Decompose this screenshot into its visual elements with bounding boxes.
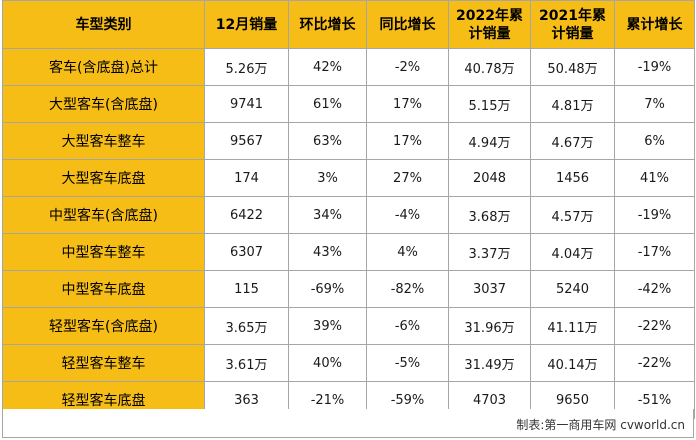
- table-row: 大型客车底盘 174 3% 27% 2048 1456 41%: [2, 159, 695, 197]
- vehicle-category-cell: 轻型客车整车: [2, 344, 205, 382]
- value-cell: 40.78万: [448, 48, 531, 86]
- value-cell: 3037: [448, 270, 531, 308]
- column-header: 12月销量: [204, 0, 289, 49]
- vehicle-category-cell: 大型客车底盘: [2, 159, 205, 197]
- column-header: 车型类别: [2, 0, 205, 49]
- value-cell: 7%: [614, 85, 695, 123]
- vehicle-category-cell: 大型客车整车: [2, 122, 205, 160]
- column-header: 2021年累 计销量: [530, 0, 615, 49]
- value-cell: 31.49万: [448, 344, 531, 382]
- value-cell: 3.61万: [204, 344, 289, 382]
- column-header-line: 同比增长: [379, 16, 436, 33]
- column-header-line: 环比增长: [299, 16, 356, 33]
- value-cell: 9567: [204, 122, 289, 160]
- value-cell: -42%: [614, 270, 695, 308]
- sales-table: 车型类别 12月销量 环比增长 同比增长 2022年累 计销量 2021年累 计销量 累计增长 …: [2, 0, 695, 419]
- table-row: 轻型客车整车 3.61万 40% -5% 31.49万 40.14万 -22%: [2, 344, 695, 382]
- value-cell: -22%: [614, 344, 695, 382]
- value-cell: 3.65万: [204, 307, 289, 345]
- value-cell: 4.94万: [448, 122, 531, 160]
- value-cell: 27%: [366, 159, 449, 197]
- column-header: 2022年累 计销量: [448, 0, 531, 49]
- vehicle-category-cell: 大型客车(含底盘): [2, 85, 205, 123]
- footer-row: 制表:第一商用车网 cvworld.cn: [2, 409, 694, 438]
- table-body: 客车(含底盘)总计 5.26万 42% -2% 40.78万 50.48万 -19% 大型客车…: [2, 48, 695, 419]
- value-cell: 50.48万: [530, 48, 615, 86]
- column-header-line: 2022年累: [456, 7, 523, 24]
- value-cell: -19%: [614, 196, 695, 234]
- value-cell: 63%: [288, 122, 367, 160]
- value-cell: 6%: [614, 122, 695, 160]
- source-credit: 制表:第一商用车网 cvworld.cn: [516, 418, 685, 432]
- value-cell: -2%: [366, 48, 449, 86]
- column-header-line: 车型类别: [75, 16, 132, 33]
- value-cell: 5.15万: [448, 85, 531, 123]
- value-cell: 3.37万: [448, 233, 531, 271]
- value-cell: 2048: [448, 159, 531, 197]
- header-row: 车型类别 12月销量 环比增长 同比增长 2022年累 计销量 2021年累 计销量 累计增长: [2, 0, 695, 49]
- value-cell: 31.96万: [448, 307, 531, 345]
- value-cell: -4%: [366, 196, 449, 234]
- value-cell: -22%: [614, 307, 695, 345]
- value-cell: 115: [204, 270, 289, 308]
- column-header: 环比增长: [288, 0, 367, 49]
- value-cell: 5.26万: [204, 48, 289, 86]
- table-row: 中型客车整车 6307 43% 4% 3.37万 4.04万 -17%: [2, 233, 695, 271]
- value-cell: 61%: [288, 85, 367, 123]
- value-cell: 6307: [204, 233, 289, 271]
- value-cell: 39%: [288, 307, 367, 345]
- value-cell: 34%: [288, 196, 367, 234]
- value-cell: 4.04万: [530, 233, 615, 271]
- value-cell: 1456: [530, 159, 615, 197]
- value-cell: 3%: [288, 159, 367, 197]
- value-cell: -6%: [366, 307, 449, 345]
- column-header-line: 计销量: [468, 25, 511, 42]
- value-cell: 174: [204, 159, 289, 197]
- column-header-line: 计销量: [551, 25, 594, 42]
- value-cell: 41%: [614, 159, 695, 197]
- value-cell: 17%: [366, 85, 449, 123]
- value-cell: 5240: [530, 270, 615, 308]
- value-cell: 41.11万: [530, 307, 615, 345]
- value-cell: 4.57万: [530, 196, 615, 234]
- value-cell: 40%: [288, 344, 367, 382]
- column-header: 同比增长: [366, 0, 449, 49]
- value-cell: 17%: [366, 122, 449, 160]
- column-header: 累计增长: [614, 0, 695, 49]
- value-cell: 4%: [366, 233, 449, 271]
- value-cell: -5%: [366, 344, 449, 382]
- table-row: 中型客车底盘 115 -69% -82% 3037 5240 -42%: [2, 270, 695, 308]
- value-cell: -82%: [366, 270, 449, 308]
- value-cell: -19%: [614, 48, 695, 86]
- vehicle-category-cell: 中型客车整车: [2, 233, 205, 271]
- column-header-line: 2021年累: [539, 7, 606, 24]
- table-row: 大型客车(含底盘) 9741 61% 17% 5.15万 4.81万 7%: [2, 85, 695, 123]
- value-cell: 40.14万: [530, 344, 615, 382]
- vehicle-category-cell: 轻型客车(含底盘): [2, 307, 205, 345]
- value-cell: 43%: [288, 233, 367, 271]
- value-cell: 3.68万: [448, 196, 531, 234]
- column-header-line: 累计增长: [626, 16, 683, 33]
- vehicle-category-cell: 客车(含底盘)总计: [2, 48, 205, 86]
- table-row: 大型客车整车 9567 63% 17% 4.94万 4.67万 6%: [2, 122, 695, 160]
- value-cell: 4.67万: [530, 122, 615, 160]
- value-cell: 42%: [288, 48, 367, 86]
- table-row: 中型客车(含底盘) 6422 34% -4% 3.68万 4.57万 -19%: [2, 196, 695, 234]
- vehicle-category-cell: 中型客车(含底盘): [2, 196, 205, 234]
- value-cell: 4.81万: [530, 85, 615, 123]
- value-cell: -69%: [288, 270, 367, 308]
- table-row: 轻型客车(含底盘) 3.65万 39% -6% 31.96万 41.11万 -22%: [2, 307, 695, 345]
- value-cell: -17%: [614, 233, 695, 271]
- vehicle-category-cell: 中型客车底盘: [2, 270, 205, 308]
- column-header-line: 12月销量: [215, 16, 278, 33]
- table-row: 客车(含底盘)总计 5.26万 42% -2% 40.78万 50.48万 -19%: [2, 48, 695, 86]
- value-cell: 9741: [204, 85, 289, 123]
- value-cell: 6422: [204, 196, 289, 234]
